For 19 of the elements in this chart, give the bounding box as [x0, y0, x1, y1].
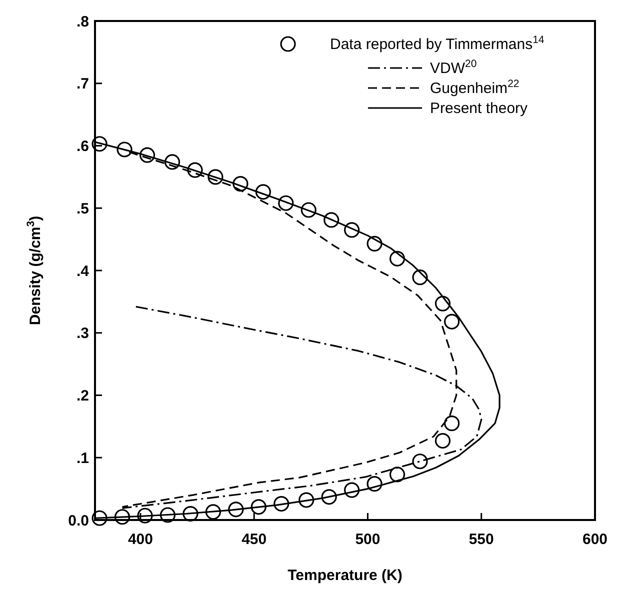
- y-tick-label: .6: [76, 138, 89, 155]
- y-tick-label: .5: [76, 200, 89, 218]
- y-tick-label: .8: [76, 13, 89, 30]
- x-axis-title: Temperature (K): [288, 567, 402, 584]
- x-tick-label: 450: [242, 531, 267, 548]
- legend-label: Gugenheim$^{22}$: [430, 78, 520, 97]
- legend-label: Data reported by Timmermans$^{14}$: [330, 34, 544, 53]
- y-tick-label: .1: [76, 450, 89, 467]
- x-tick-label: 500: [355, 531, 380, 548]
- y-tick-label: .2: [76, 388, 89, 404]
- x-tick-label: 600: [582, 531, 608, 548]
- x-tick-label: 400: [128, 531, 153, 548]
- y-tick-label: .3: [76, 325, 89, 342]
- x-tick-label: 550: [468, 531, 494, 548]
- y-tick-label: .4: [76, 262, 90, 280]
- y-tick-label: 0.0: [68, 512, 89, 530]
- y-tick-label: .7: [76, 76, 89, 93]
- legend-label: Present theory: [430, 100, 528, 117]
- legend-label: VDW$^{20}$: [430, 58, 477, 77]
